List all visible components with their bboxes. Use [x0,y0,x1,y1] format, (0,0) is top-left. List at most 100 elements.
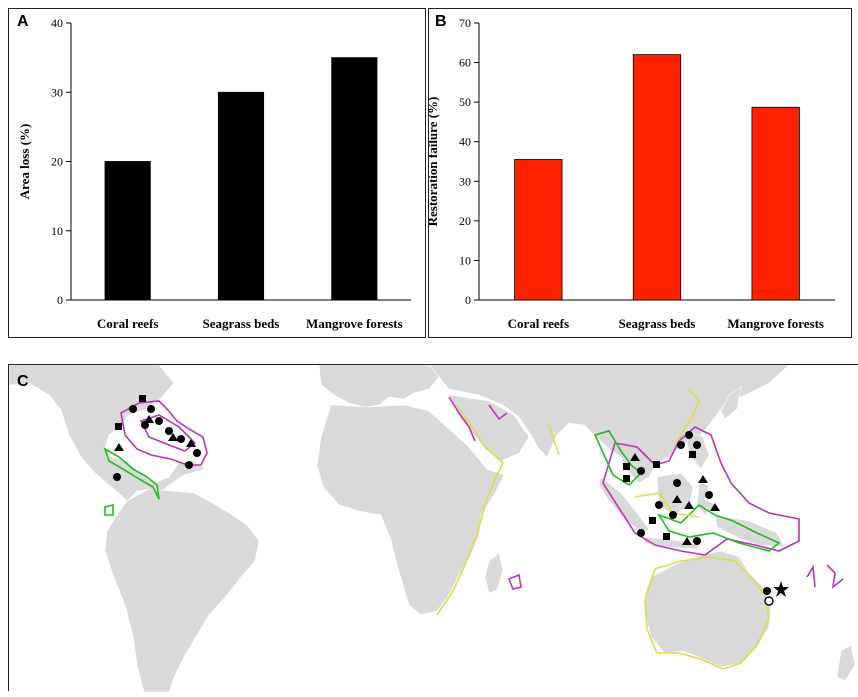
marker-circle [669,511,677,519]
mangrove-outline-caribbean [103,447,160,500]
y-tick-label: 0 [57,293,63,307]
seagrass-outline-seasia [674,388,700,446]
bar [217,91,265,301]
y-axis-label: Area loss (%) [17,124,32,200]
world-map [8,364,858,693]
marker-triangle [168,433,178,441]
bar [632,54,682,301]
marker-square [115,423,122,430]
marker-square [689,451,696,458]
y-tick-label: 40 [459,135,471,149]
mangrove-outline-pacific [104,503,114,516]
marker-circle [185,461,193,469]
land-java [644,536,700,550]
x-category-label: Mangrove forests [306,316,403,331]
marker-circle [693,537,701,545]
marker-circle [693,441,701,449]
marker-circle [637,529,645,537]
marker-circle [673,479,681,487]
marker-circle [177,435,185,443]
land-south-america [104,488,260,693]
x-category-label: Mangrove forests [727,316,824,331]
panel-c-letter: C [17,373,29,390]
marker-circle [685,431,693,439]
y-tick-label: 0 [465,293,471,307]
y-tick-label: 10 [51,224,63,238]
marker-square [663,533,670,540]
marker-triangle [114,443,124,451]
land-masses [8,364,856,693]
marker-star [773,581,789,597]
marker-triangle [684,501,694,509]
panel-c: C [8,364,858,693]
marker-square [653,461,660,468]
y-tick-label: 70 [459,16,471,30]
land-arabia [448,394,530,462]
marker-square [139,395,146,402]
seagrass-outline-india [548,424,560,456]
coral-outline-arabia [488,404,508,421]
bar [751,106,800,301]
panel-a: A 0 10 20 30 40 Area loss (%) Coral reefs Seagr… [8,8,426,338]
marker-square [623,463,630,470]
marker-triangle [682,537,692,545]
land-north-america [8,364,206,502]
marker-triangle [698,475,708,483]
panel-a-letter: A [17,13,29,30]
marker-circle [129,405,137,413]
marker-circle [655,501,663,509]
land-new-zealand [836,644,856,682]
restoration-failure-chart: 0 10 20 30 40 50 60 70 Restoration failure (%) Co… [425,16,835,331]
y-tick-label: 20 [459,214,471,228]
seagrass-outline-eastafrica [436,404,504,616]
marker-triangle [186,439,196,447]
y-axis-label: Restoration failure (%) [429,97,440,227]
marker-triangle [672,495,682,503]
marker-triangle [630,453,640,461]
bar [104,161,151,301]
bar [331,57,378,301]
marker-circle [763,587,771,595]
bar [514,159,563,301]
marker-circle [637,467,645,475]
marker-circle [155,417,163,425]
marker-circle [193,449,201,457]
marker-triangle [144,415,154,423]
marker-circle [141,421,149,429]
seagrass-outline-indonesia [634,492,700,518]
coral-outline-caribbean [120,400,208,466]
y-tick-label: 10 [459,253,471,267]
coral-outline-pacific-2 [826,564,844,589]
marker-circle [113,473,121,481]
land-madagascar [484,552,504,594]
x-category-label: Seagrass beds [203,316,280,331]
marker-square [623,475,630,482]
land-asia [428,364,790,484]
land-japan [720,386,742,420]
marker-circle [677,441,685,449]
coral-outline-redsea [448,396,476,442]
marker-circle [165,427,173,435]
marker-circle [147,405,155,413]
x-category-label: Seagrass beds [619,316,696,331]
coral-outline-seasia [602,426,800,556]
y-tick-label: 20 [51,155,63,169]
marker-triangle [710,503,720,511]
y-tick-label: 50 [459,95,471,109]
marker-open-circle [764,596,774,606]
land-africa [316,404,505,616]
land-new-guinea [714,514,785,548]
seagrass-outline-australia [644,556,770,670]
y-tick-label: 60 [459,56,471,70]
y-tick-label: 30 [51,85,63,99]
y-tick-label: 30 [459,174,471,188]
land-europe [318,364,440,408]
study-site-markers [113,395,789,606]
land-philippines [686,430,710,470]
area-loss-chart: 0 10 20 30 40 Area loss (%) Coral reefs Seagras… [17,16,411,331]
marker-circle [705,491,713,499]
panel-b: B 0 10 20 30 40 50 60 70 Restoration failure (%)… [425,8,852,338]
panel-b-letter: B [435,13,447,30]
coral-outline-pacific-1 [806,564,816,588]
mangrove-outline-indonesia [657,503,781,552]
